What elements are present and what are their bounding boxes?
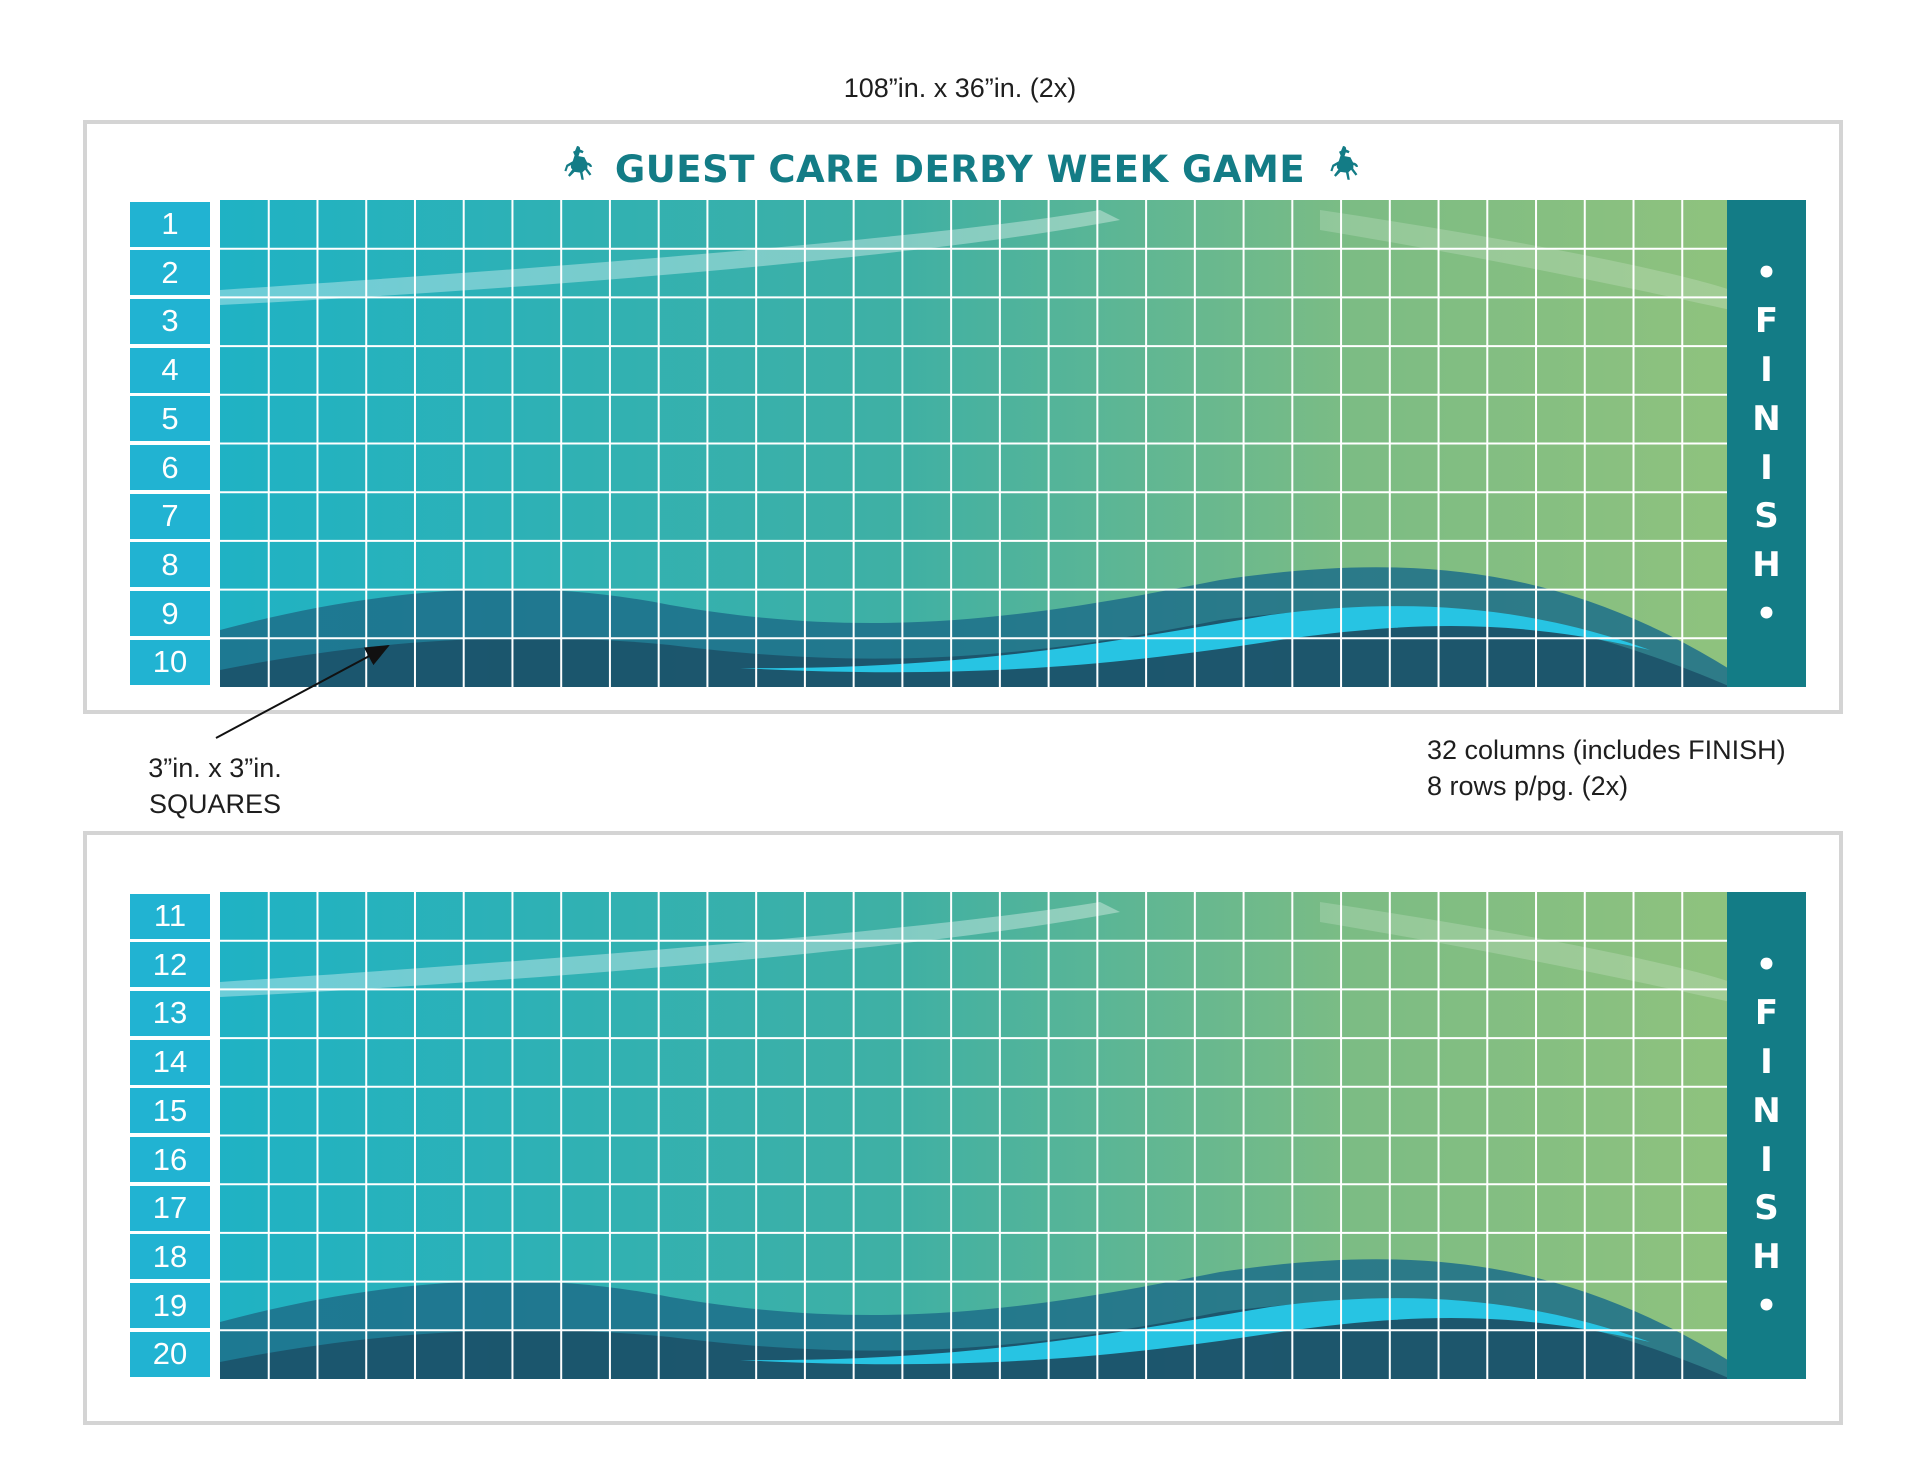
columns-note-line1: 32 columns (includes FINISH) (1427, 735, 1786, 765)
finish-letter: N (1752, 1090, 1781, 1131)
finish-column: • F I N I S H • (1727, 200, 1806, 687)
row-number: 12 (130, 942, 210, 988)
finish-letter: • (1755, 252, 1778, 293)
board-panel-bottom: 11 12 13 14 15 16 17 18 19 20 • F I N I S H • (83, 831, 1843, 1425)
row-number: 20 (130, 1331, 210, 1377)
row-number: 14 (130, 1039, 210, 1085)
race-track-grid (220, 892, 1731, 1379)
squares-note-line2: SQUARES (148, 789, 282, 819)
row-number: 11 (130, 893, 210, 939)
squares-note-line1: 3”in. x 3”in. (148, 753, 282, 783)
row-number: 9 (130, 591, 210, 637)
row-number: 2 (130, 250, 210, 296)
finish-letter: I (1760, 447, 1773, 488)
finish-letter: I (1760, 1042, 1773, 1083)
horse-jockey-icon (557, 143, 597, 196)
row-number-column: 1 2 3 4 5 6 7 8 9 10 (130, 200, 210, 687)
finish-letter: I (1760, 350, 1773, 391)
finish-letter: S (1754, 496, 1779, 537)
finish-letter: • (1755, 1285, 1778, 1326)
columns-note: 32 columns (includes FINISH) 8 rows p/pg… (1427, 732, 1786, 804)
title-text: GUEST CARE DERBY WEEK GAME (614, 147, 1306, 191)
finish-letter: I (1760, 1139, 1773, 1180)
finish-letter: F (1754, 993, 1779, 1034)
columns-note-line2: 8 rows p/pg. (2x) (1427, 771, 1629, 801)
finish-letter: S (1754, 1188, 1779, 1229)
row-number: 15 (130, 1088, 210, 1134)
row-number: 17 (130, 1185, 210, 1231)
dimension-note: 108”in. x 36”in. (2x) (843, 73, 1077, 103)
row-number: 6 (130, 445, 210, 490)
row-number: 10 (130, 639, 210, 685)
finish-letter: H (1752, 1236, 1781, 1277)
row-number: 8 (130, 542, 210, 588)
finish-letter: N (1752, 398, 1781, 439)
row-number: 1 (130, 201, 210, 247)
race-track-grid (220, 200, 1731, 687)
row-number: 19 (130, 1283, 210, 1329)
row-number: 7 (130, 493, 210, 539)
row-number: 4 (130, 347, 210, 393)
row-number: 3 (130, 298, 210, 344)
squares-note: 3”in. x 3”in. SQUARES (110, 750, 320, 822)
game-title: GUEST CARE DERBY WEEK GAME (0, 144, 1920, 194)
finish-letter: • (1755, 944, 1778, 985)
row-number: 13 (130, 990, 210, 1036)
row-number: 5 (130, 396, 210, 442)
board-panel-top: 1 2 3 4 5 6 7 8 9 10 • F I N I S H • (83, 120, 1843, 714)
row-number-column: 11 12 13 14 15 16 17 18 19 20 (130, 892, 210, 1379)
row-number: 16 (130, 1137, 210, 1182)
finish-letter: • (1755, 593, 1778, 634)
finish-letter: F (1754, 301, 1779, 342)
finish-column: • F I N I S H • (1727, 892, 1806, 1379)
race-board: 11 12 13 14 15 16 17 18 19 20 • F I N I S H • (130, 892, 1806, 1379)
race-board: 1 2 3 4 5 6 7 8 9 10 • F I N I S H • (130, 200, 1806, 687)
row-number: 18 (130, 1234, 210, 1280)
finish-letter: H (1752, 544, 1781, 585)
horse-jockey-icon (1323, 143, 1363, 196)
